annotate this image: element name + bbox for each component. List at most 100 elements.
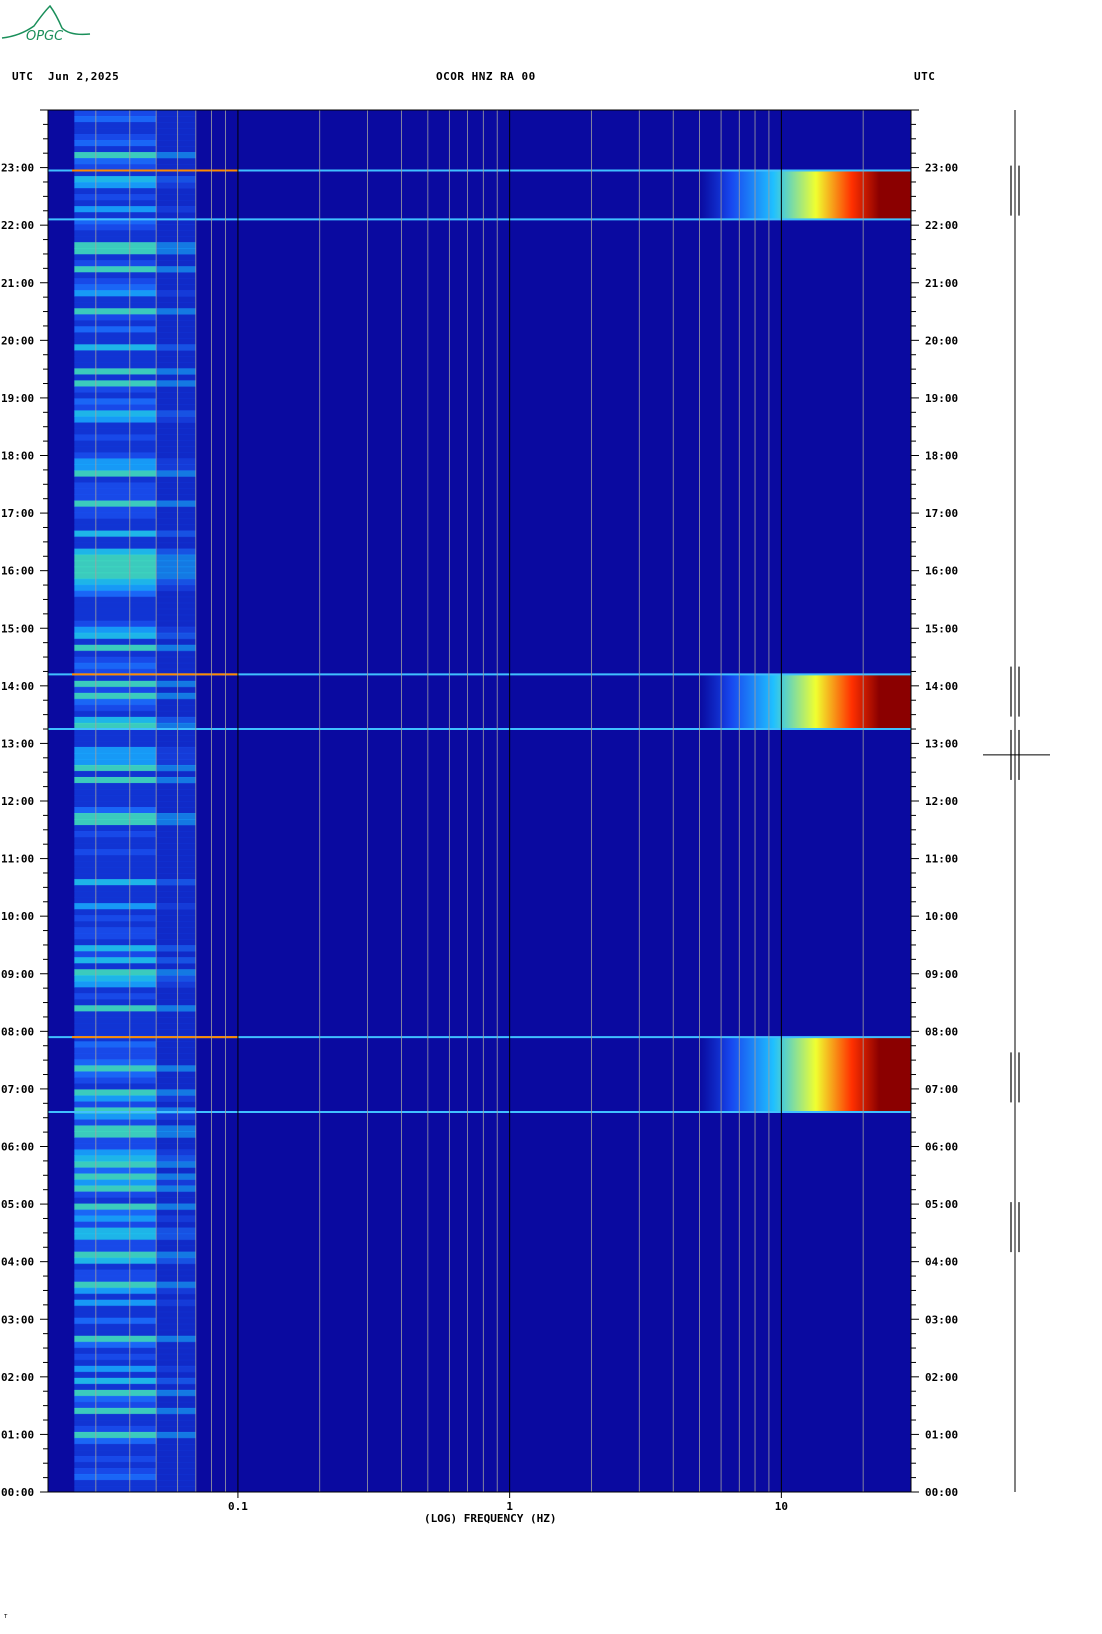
low-band-row: [74, 680, 157, 688]
low-band-row: [156, 530, 196, 538]
low-band-row: [74, 410, 157, 417]
low-band-row: [74, 746, 157, 754]
low-band-row: [74, 1023, 157, 1030]
low-band-row: [156, 1449, 196, 1457]
low-band-row: [74, 392, 157, 399]
low-band-row: [74, 819, 157, 826]
low-band-row: [156, 674, 196, 682]
low-band-row: [74, 734, 157, 742]
low-band-row: [156, 1269, 196, 1277]
low-band-row: [74, 1209, 157, 1217]
low-band-row: [156, 524, 196, 532]
low-band-row: [74, 308, 157, 315]
low-band-row: [156, 788, 196, 796]
low-band-row: [74, 945, 157, 952]
low-band-row: [156, 1425, 196, 1433]
low-band-row: [74, 506, 157, 514]
time-tick-label-left: 00:00: [1, 1486, 34, 1499]
low-band-row: [74, 170, 157, 177]
low-band-row: [156, 782, 196, 790]
low-band-row: [156, 1347, 196, 1355]
low-band-row: [74, 1335, 157, 1343]
low-band-row: [156, 1407, 196, 1415]
low-band-row: [74, 1299, 157, 1307]
low-band-row: [74, 981, 157, 988]
low-band-row: [156, 1437, 196, 1445]
low-band-row: [156, 1239, 196, 1247]
low-band-row: [74, 458, 157, 466]
low-band-row: [74, 332, 157, 339]
low-band-row: [74, 1293, 157, 1301]
low-band-row: [156, 110, 196, 117]
event-band: [699, 1037, 911, 1112]
low-band-row: [156, 242, 196, 249]
date-label: Jun 2,2025: [48, 70, 120, 83]
low-band-row: [156, 302, 196, 309]
low-band-row: [74, 614, 157, 622]
low-band-row: [74, 572, 157, 580]
low-band-row: [74, 1179, 157, 1187]
low-band-row: [156, 386, 196, 393]
low-band-row: [156, 915, 196, 922]
low-band-row: [74, 596, 157, 604]
logo-volcano-icon: [1, 4, 91, 39]
low-band-row: [74, 1383, 157, 1391]
low-band-row: [156, 1107, 196, 1114]
low-band-row: [74, 897, 157, 904]
low-band-row: [156, 855, 196, 862]
low-band-row: [156, 350, 196, 357]
time-tick-label-right: 07:00: [925, 1083, 958, 1096]
low-band-row: [156, 710, 196, 718]
low-band-row: [74, 1347, 157, 1355]
low-band-row: [74, 1395, 157, 1403]
low-band-row: [156, 584, 196, 592]
frequency-tick-label: 10: [775, 1500, 788, 1513]
low-band-row: [156, 921, 196, 928]
time-tick-label-left: 02:00: [1, 1371, 34, 1384]
low-band-row: [74, 1257, 157, 1265]
low-band-row: [156, 230, 196, 237]
low-band-row: [74, 356, 157, 363]
low-band-row: [74, 134, 157, 141]
low-band-row: [156, 1167, 196, 1175]
low-band-row: [74, 1353, 157, 1361]
low-band-row: [156, 1485, 196, 1493]
low-band-row: [156, 1287, 196, 1295]
time-tick-label-left: 23:00: [1, 162, 34, 175]
low-band-row: [156, 1155, 196, 1163]
low-band-row: [74, 302, 157, 309]
time-tick-label-right: 08:00: [925, 1025, 958, 1038]
low-band-row: [74, 140, 157, 147]
low-band-row: [74, 1143, 157, 1151]
low-band-row: [74, 1095, 157, 1102]
event-band: [699, 674, 911, 730]
low-band-row: [74, 764, 157, 772]
low-band-row: [74, 1089, 157, 1096]
low-band-row: [74, 152, 157, 159]
low-band-row: [156, 458, 196, 466]
low-band-row: [74, 242, 157, 249]
low-band-row: [156, 422, 196, 429]
low-band-row: [74, 494, 157, 502]
low-band-row: [156, 170, 196, 177]
low-band-row: [74, 482, 157, 490]
low-band-row: [74, 566, 157, 574]
low-band-row: [156, 1233, 196, 1241]
low-band-row: [156, 254, 196, 261]
low-band-row: [74, 1155, 157, 1163]
plot-border: [47, 109, 912, 1493]
time-tick-label-right: 16:00: [925, 565, 958, 578]
low-band-row: [156, 746, 196, 754]
low-band-row: [156, 734, 196, 742]
low-band-row: [74, 446, 157, 453]
low-band-row: [156, 560, 196, 568]
low-band-row: [156, 831, 196, 838]
low-band-row: [74, 1365, 157, 1373]
low-band-row: [74, 885, 157, 892]
low-band-row: [74, 1443, 157, 1451]
low-band-row: [156, 1125, 196, 1132]
low-band-row: [156, 626, 196, 634]
low-band-row: [156, 680, 196, 688]
low-band-row: [74, 260, 157, 267]
low-band-row: [156, 1377, 196, 1385]
